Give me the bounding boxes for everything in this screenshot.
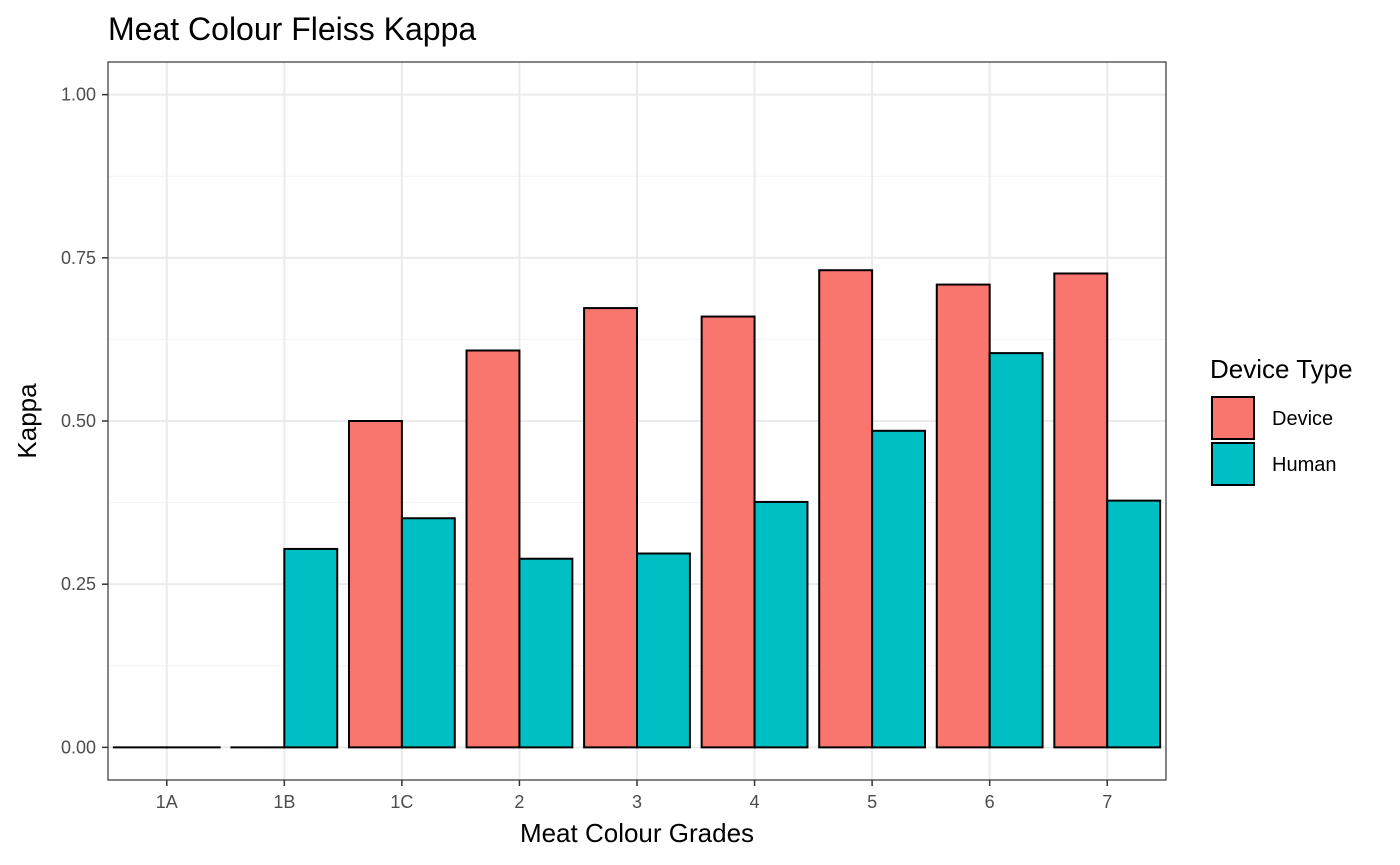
legend-key-device (1211, 396, 1255, 440)
legend-label-device: Device (1272, 408, 1333, 430)
x-tick-label: 1A (156, 792, 178, 812)
x-tick-label: 3 (632, 792, 642, 812)
x-tick-label: 1B (273, 792, 295, 812)
bar-human-1b (283, 547, 339, 749)
bar-human-2 (518, 557, 574, 749)
y-tick-label: 1.00 (61, 85, 96, 105)
bar-device-6 (935, 283, 991, 749)
bar-device-2 (465, 349, 521, 749)
bar-device-4 (700, 315, 756, 749)
x-axis-title: Meat Colour Grades (520, 818, 754, 848)
y-tick-label: 0.00 (61, 737, 96, 757)
x-tick-label: 5 (867, 792, 877, 812)
bar-human-4 (753, 500, 809, 749)
bar-device-7 (1053, 272, 1109, 749)
bar-device-1c (347, 420, 403, 749)
bar-device-3 (583, 307, 638, 749)
x-tick-label: 1C (390, 792, 413, 812)
x-tick-label: 2 (514, 792, 524, 812)
y-tick-label: 0.75 (61, 248, 96, 268)
legend-key-human (1211, 442, 1255, 486)
legend: Device Type Device Human (1210, 354, 1353, 486)
y-axis-ticks: 0.00 0.25 0.50 0.75 1.00 (61, 85, 108, 757)
bars (112, 269, 1162, 749)
bar-human-3 (636, 552, 691, 749)
bar-human-6 (988, 352, 1044, 749)
y-tick-label: 0.50 (61, 411, 96, 431)
x-axis-ticks: 1A 1B 1C 2 3 4 5 6 7 (156, 780, 1112, 812)
x-tick-label: 7 (1102, 792, 1112, 812)
bar-device-5 (818, 269, 874, 749)
legend-title: Device Type (1210, 354, 1353, 384)
x-tick-label: 4 (750, 792, 760, 812)
chart-title: Meat Colour Fleiss Kappa (108, 11, 476, 47)
bar-human-5 (871, 429, 927, 749)
bar-human-1c (400, 517, 456, 749)
legend-label-human: Human (1272, 454, 1336, 476)
x-tick-label: 6 (985, 792, 995, 812)
y-axis-title: Kappa (12, 383, 42, 459)
bar-human-7 (1106, 499, 1162, 749)
y-tick-label: 0.25 (61, 574, 96, 594)
